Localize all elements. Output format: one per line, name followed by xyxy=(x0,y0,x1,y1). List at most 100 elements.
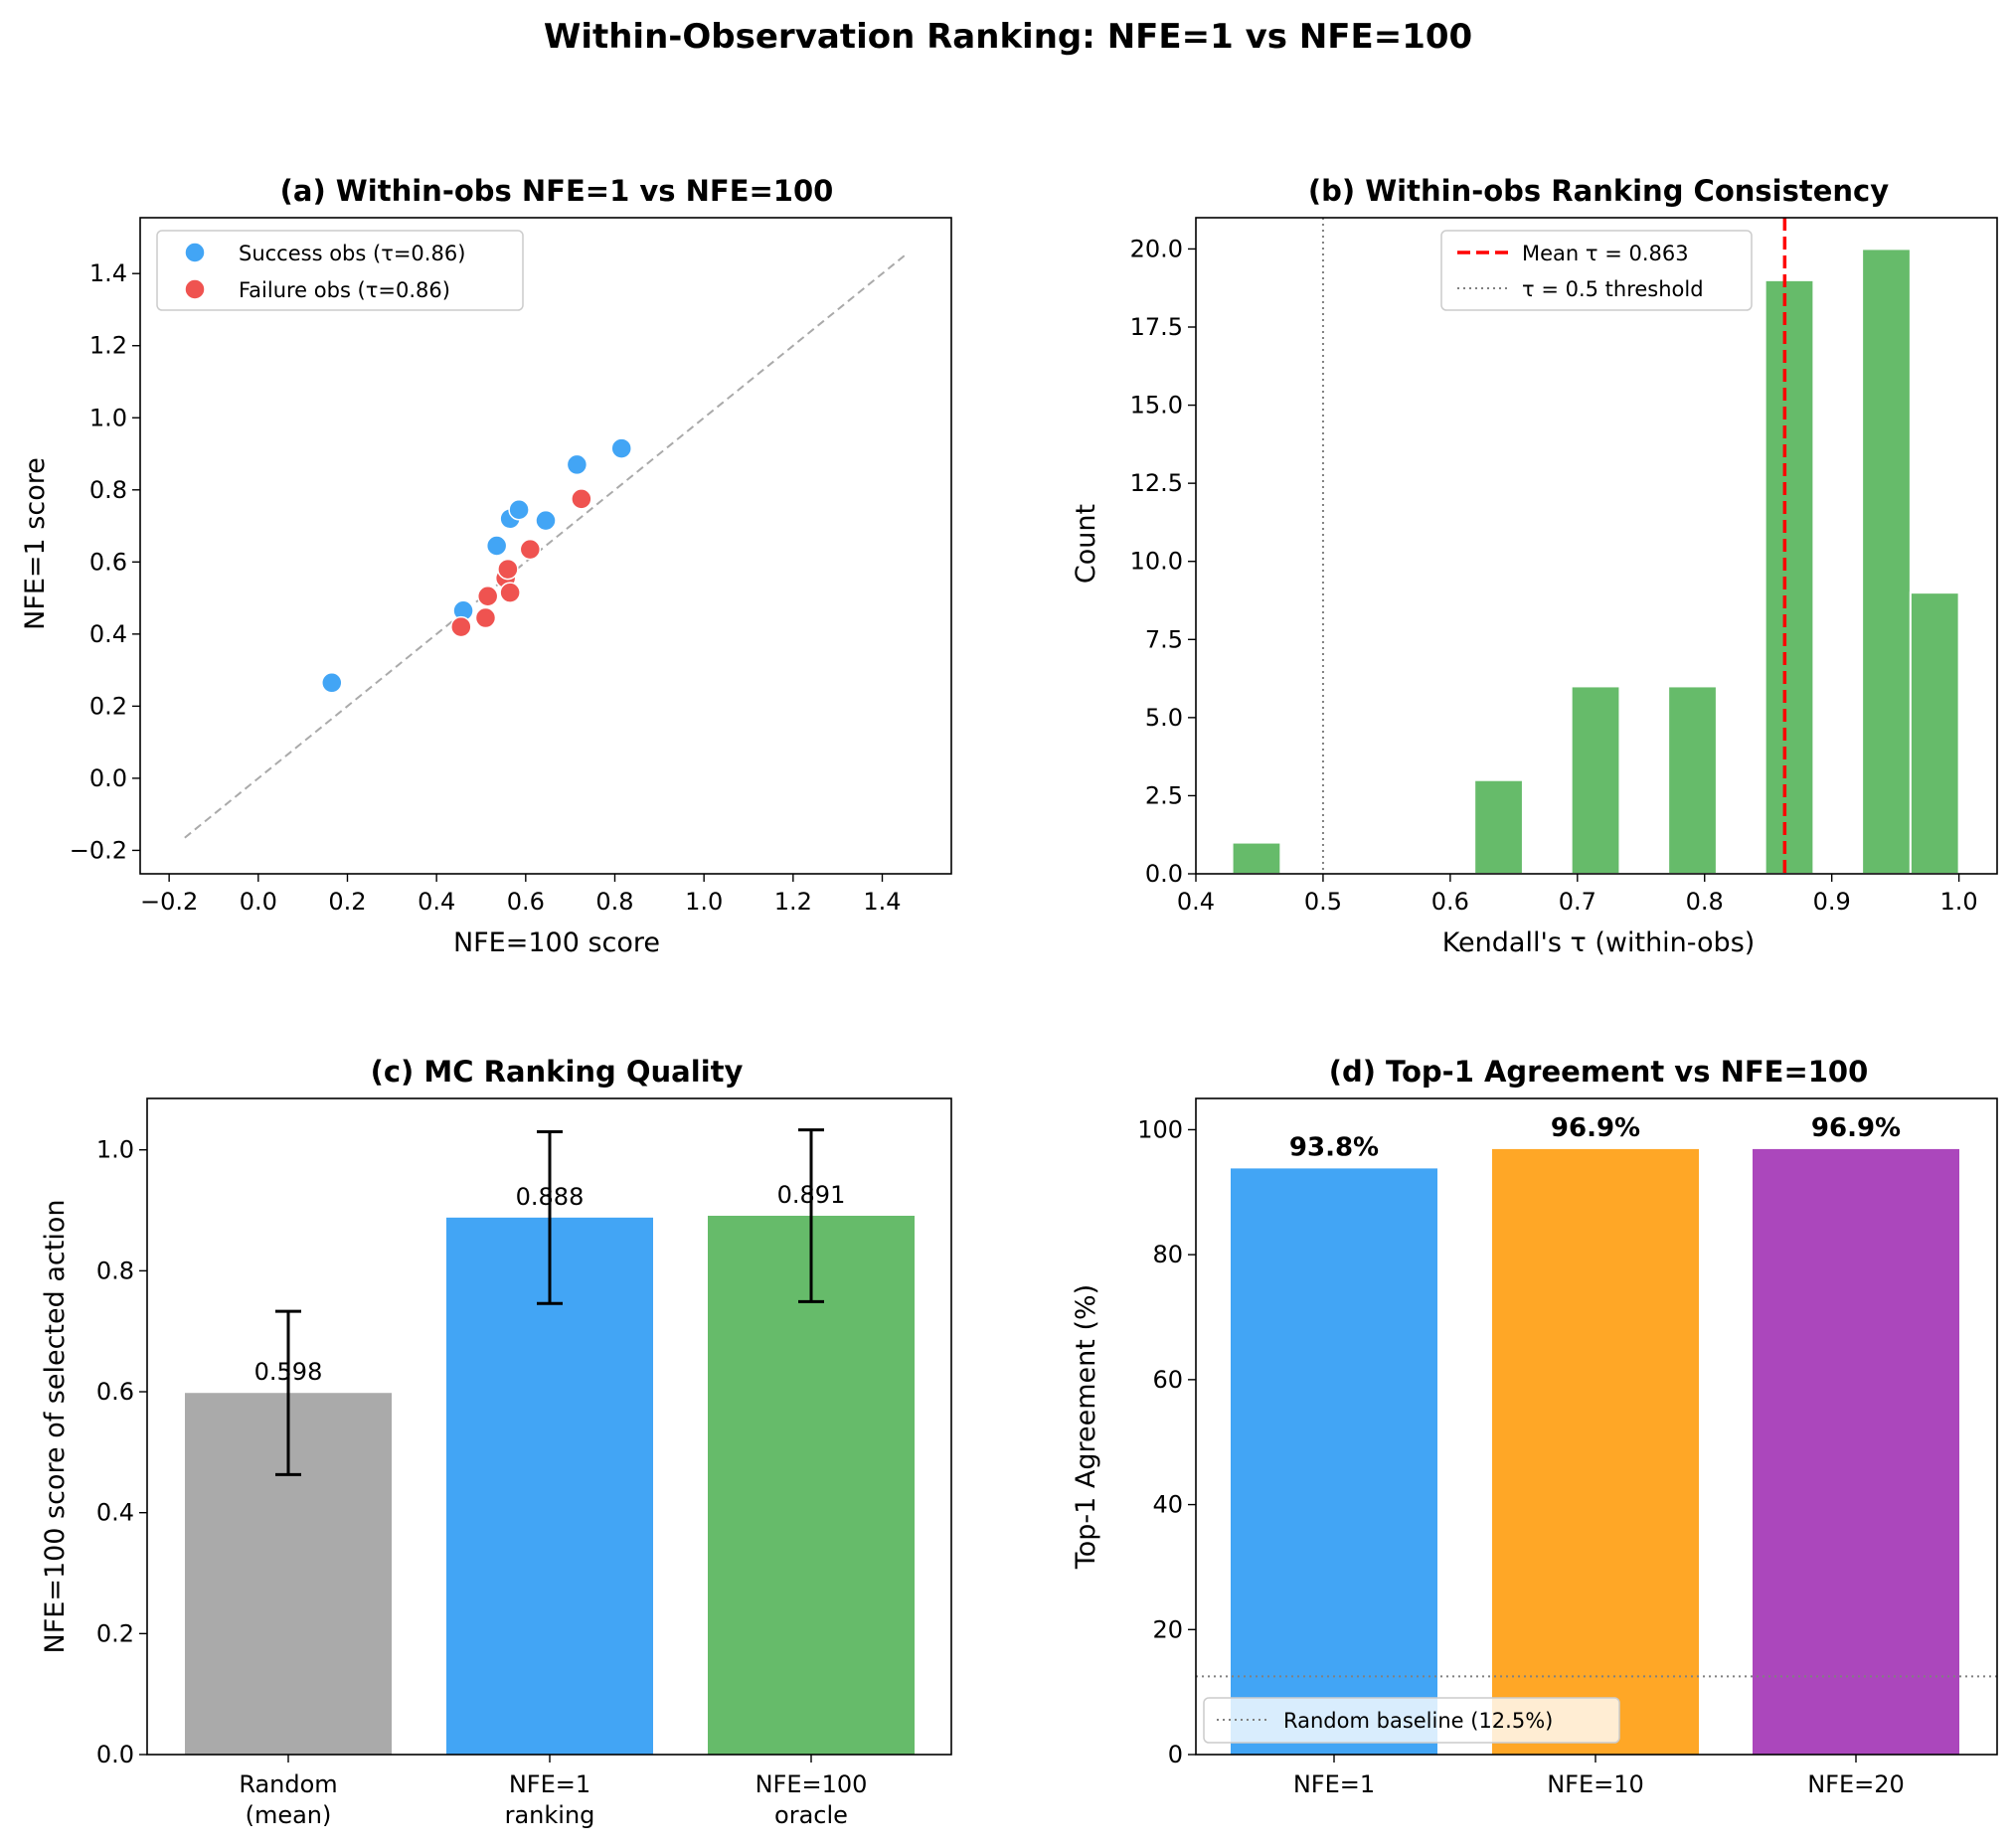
panel-b-legend-label: Mean τ = 0.863 xyxy=(1522,242,1689,265)
panel-a-legend-box xyxy=(156,230,524,311)
panel-c-ytick-label: 1.0 xyxy=(96,1136,134,1164)
panel-b-ytick-label: 15.0 xyxy=(1130,392,1183,420)
panel-d-ytick-label: 40 xyxy=(1152,1491,1183,1519)
panel-a-legend-label: Success obs (τ=0.86) xyxy=(239,242,465,265)
panel-c-value-label: 0.888 xyxy=(516,1183,585,1211)
panel-a-point-failure xyxy=(497,558,519,581)
panel-d-title: (d) Top-1 Agreement vs NFE=100 xyxy=(1329,1055,1869,1089)
panel-a-point-success xyxy=(610,437,632,459)
panel-c-frame xyxy=(146,1097,952,1756)
panel-a-point-failure xyxy=(571,488,592,510)
panel-d-bar xyxy=(1231,1168,1437,1755)
panel-b-frame xyxy=(1195,217,1998,875)
panel-b-bar xyxy=(1473,778,1524,876)
panel-b-legend: Mean τ = 0.863 τ = 0.5 threshold xyxy=(1440,230,1753,311)
panel-c-category-label: Random xyxy=(239,1770,337,1798)
panel-b-ytick-label: 7.5 xyxy=(1145,625,1183,653)
panel-c-title: (c) MC Ranking Quality xyxy=(371,1055,744,1089)
panel-b-bar xyxy=(1667,685,1718,876)
panel-b-xtick-label: 0.4 xyxy=(1177,888,1215,916)
panel-d-value-label: 96.9% xyxy=(1551,1113,1640,1143)
panel-a-xtick-label: 0.8 xyxy=(595,888,633,916)
panel-d-category-label: NFE=10 xyxy=(1547,1770,1644,1798)
panel-d-value-label: 96.9% xyxy=(1811,1113,1901,1143)
panel-b-ylabel: Count xyxy=(1071,504,1101,584)
panel-a-title: (a) Within-obs NFE=1 vs NFE=100 xyxy=(280,174,834,208)
panel-a-point-success xyxy=(485,535,508,557)
panel-c-value-label: 0.891 xyxy=(777,1181,846,1209)
panel-d-bar xyxy=(1492,1148,1699,1755)
panel-a-ytick-label: 1.2 xyxy=(89,332,127,360)
panel-a-point-failure xyxy=(499,582,521,603)
panel-a-ytick-label: 0.0 xyxy=(89,764,127,792)
panel-a-ytick-label: 1.0 xyxy=(89,404,127,431)
panel-c-ytick-label: 0.2 xyxy=(96,1619,134,1647)
figure-title: Within-Observation Ranking: NFE=1 vs NFE… xyxy=(544,17,1472,57)
panel-d-ytick-label: 20 xyxy=(1152,1615,1183,1643)
panel-b: (b) Within-obs Ranking Consistency Kenda… xyxy=(1071,174,1998,958)
panel-c: (c) MC Ranking Quality NFE=100 score of … xyxy=(40,1055,952,1829)
panel-c-ytick-label: 0.6 xyxy=(96,1378,134,1406)
panel-d-category-label: NFE=20 xyxy=(1807,1770,1905,1798)
panel-d-legend-box xyxy=(1203,1697,1620,1744)
panel-a-frame xyxy=(139,217,952,875)
panel-b-bar xyxy=(1763,278,1815,876)
panel-a-legend: Success obs (τ=0.86) Failure obs (τ=0.86) xyxy=(156,230,524,311)
panel-b-title: (b) Within-obs Ranking Consistency xyxy=(1308,174,1889,208)
panel-b-xtick-label: 0.8 xyxy=(1686,888,1724,916)
panel-b-xtick-label: 0.9 xyxy=(1813,888,1851,916)
panel-b-xtick-label: 0.5 xyxy=(1304,888,1342,916)
panel-b-xtick-label: 0.6 xyxy=(1431,888,1469,916)
panel-a-point-success xyxy=(566,453,588,476)
panel-a-xtick-label: 0.4 xyxy=(418,888,455,916)
panel-a-xlabel: NFE=100 score xyxy=(453,927,660,958)
panel-b-ytick-label: 10.0 xyxy=(1130,548,1183,576)
panel-a-xtick-label: 1.0 xyxy=(685,888,723,916)
panel-c-ytick-label: 0.8 xyxy=(96,1257,134,1284)
panel-b-xtick-label: 1.0 xyxy=(1940,888,1978,916)
panel-c-ytick-label: 0.0 xyxy=(96,1741,134,1768)
panel-a-point-failure xyxy=(474,606,497,629)
panel-d-legend-label: Random baseline (12.5%) xyxy=(1283,1709,1553,1733)
panel-c-value-label: 0.598 xyxy=(254,1358,323,1386)
panel-a-xtick-label: 1.2 xyxy=(774,888,812,916)
panel-c-category-label: oracle xyxy=(774,1801,848,1829)
panel-d-ytick-label: 0 xyxy=(1168,1741,1183,1768)
panel-d-frame xyxy=(1195,1097,1998,1756)
panel-b-ytick-label: 0.0 xyxy=(1145,860,1183,888)
panel-c-bar xyxy=(708,1216,915,1755)
panel-a-point-success xyxy=(535,509,557,532)
panel-b-ytick-label: 12.5 xyxy=(1130,469,1183,497)
panel-d-ytick-label: 60 xyxy=(1152,1366,1183,1394)
panel-b-bar xyxy=(1231,841,1282,875)
panel-a-point-success xyxy=(508,498,530,521)
panel-d-value-label: 93.8% xyxy=(1289,1132,1379,1162)
panel-b-ytick-label: 5.0 xyxy=(1145,704,1183,732)
panel-b-legend-label: τ = 0.5 threshold xyxy=(1522,277,1704,301)
panel-a-xtick-label: 1.4 xyxy=(863,888,901,916)
panel-b-ytick-label: 2.5 xyxy=(1145,781,1183,809)
panel-c-category-label: ranking xyxy=(505,1801,595,1829)
panel-a-point-failure xyxy=(519,538,542,561)
panel-a-ytick-label: 0.6 xyxy=(89,548,127,576)
panel-d-ytick-label: 100 xyxy=(1137,1115,1183,1143)
panel-a-xtick-label: 0.6 xyxy=(507,888,545,916)
panel-b-bar xyxy=(1570,685,1621,876)
panel-b-xlabel: Kendall's τ (within-obs) xyxy=(1442,927,1756,958)
panel-a: (a) Within-obs NFE=1 vs NFE=100 NFE=100 … xyxy=(20,174,952,958)
panel-a-ytick-label: 0.4 xyxy=(89,620,127,648)
panel-d-legend: Random baseline (12.5%) xyxy=(1203,1697,1620,1744)
panel-a-legend-label: Failure obs (τ=0.86) xyxy=(239,278,450,302)
panel-d-category-label: NFE=1 xyxy=(1293,1770,1375,1798)
panel-c-bar xyxy=(446,1217,653,1755)
panel-c-ylabel: NFE=100 score of selected action xyxy=(40,1200,71,1654)
panel-a-point-success xyxy=(321,672,343,694)
panel-a-xtick-label: −0.2 xyxy=(140,888,198,916)
panel-a-point-failure xyxy=(450,615,472,638)
panel-c-category-label: NFE=100 xyxy=(756,1770,868,1798)
panel-a-ytick-label: 0.8 xyxy=(89,476,127,504)
panel-d-ytick-label: 80 xyxy=(1152,1241,1183,1268)
panel-b-legend-box xyxy=(1440,230,1753,311)
panel-a-ytick-label: 0.2 xyxy=(89,692,127,720)
